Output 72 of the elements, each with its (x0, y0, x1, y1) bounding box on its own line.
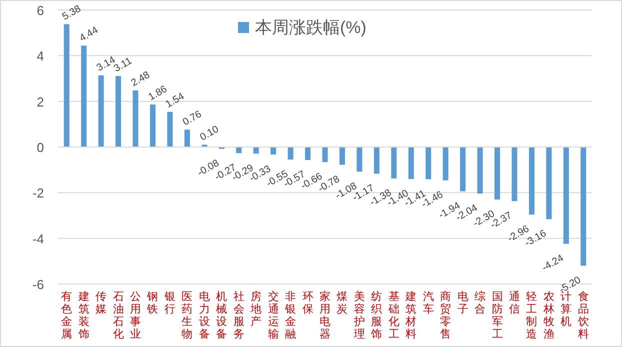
x-tick-label: 交通运输 (268, 290, 279, 340)
x-tick-label: 银行 (163, 291, 176, 316)
x-tick-label: 基础化工 (387, 290, 400, 340)
x-tick-label: 煤炭 (336, 291, 348, 316)
x-tick-label: 电子 (457, 290, 468, 316)
x-tick-label: 轻工制造 (526, 291, 538, 340)
legend-label: 本周涨跌幅(%) (255, 18, 366, 37)
bar (426, 147, 432, 180)
x-tick-label: 社会服务 (233, 290, 244, 340)
bar (477, 147, 483, 194)
y-tick-label: -4 (32, 231, 44, 246)
text: 5.38 (60, 3, 83, 23)
x-tick-label: 机械设备 (216, 291, 228, 340)
x-tick-label: 传媒 (96, 291, 107, 316)
y-tick-label: 0 (36, 140, 44, 155)
x-tick-label: 计算机 (560, 290, 572, 328)
bar (546, 147, 552, 220)
bar (408, 147, 414, 179)
x-tick-label: 医药生物 (182, 291, 193, 340)
x-tick-label: 汽车 (422, 291, 434, 316)
bar (81, 46, 87, 147)
y-tick-label: 2 (36, 94, 44, 110)
bar (98, 75, 104, 147)
bar (512, 147, 518, 202)
text: -4.24 (540, 252, 566, 274)
x-tick-label: 钢铁 (146, 291, 158, 316)
bar (322, 147, 328, 162)
x-tick-label: 美容护理 (352, 290, 365, 340)
bar (528, 147, 534, 215)
bar (253, 147, 259, 154)
bar (150, 104, 156, 147)
bar (374, 147, 380, 174)
bar (270, 147, 276, 155)
bar (132, 90, 138, 147)
x-tick-label: 农林牧渔 (542, 291, 554, 340)
bar (460, 147, 466, 192)
x-tick-label: 石油石化 (112, 291, 124, 340)
bar (288, 147, 294, 160)
x-tick-label: 公用事业 (130, 291, 142, 340)
x-tick-label: 商贸零售 (440, 290, 452, 340)
x-tick-label: 家用电器 (320, 290, 330, 340)
bar (494, 147, 500, 200)
x-tick-label: 房地产 (250, 290, 262, 328)
bar (339, 147, 345, 165)
x-tick-label: 有色金属 (61, 291, 72, 340)
bar (167, 112, 173, 147)
x-tick-label: 电力设备 (198, 290, 210, 340)
x-tick-label: 环保 (302, 291, 314, 316)
x-tick-label: 通信 (508, 290, 520, 316)
bar (563, 147, 569, 244)
bar (305, 147, 311, 160)
x-tick-label: 食品饮料 (576, 291, 589, 340)
bar (116, 76, 122, 147)
y-tick-label: -2 (32, 186, 44, 201)
bar (391, 147, 397, 179)
x-tick-label: 建筑材料 (404, 290, 417, 340)
x-tick-label: 建筑装饰 (77, 290, 90, 340)
x-tick-label: 纺织服饰 (370, 290, 382, 340)
bar (580, 147, 586, 266)
bar (64, 24, 70, 147)
y-tick-label: 4 (36, 48, 44, 64)
text: 4.44 (78, 24, 100, 44)
bar (356, 147, 362, 172)
x-tick-label: 非银金融 (284, 290, 296, 340)
x-tick-label: 综合 (474, 290, 486, 316)
bar (442, 147, 448, 180)
text: 2.48 (130, 70, 152, 89)
x-tick-label: 国防军工 (492, 291, 503, 340)
text: 1.54 (164, 91, 186, 110)
y-tick-label: 6 (36, 3, 44, 18)
y-tick-label: -6 (32, 277, 44, 292)
bar (184, 130, 190, 147)
